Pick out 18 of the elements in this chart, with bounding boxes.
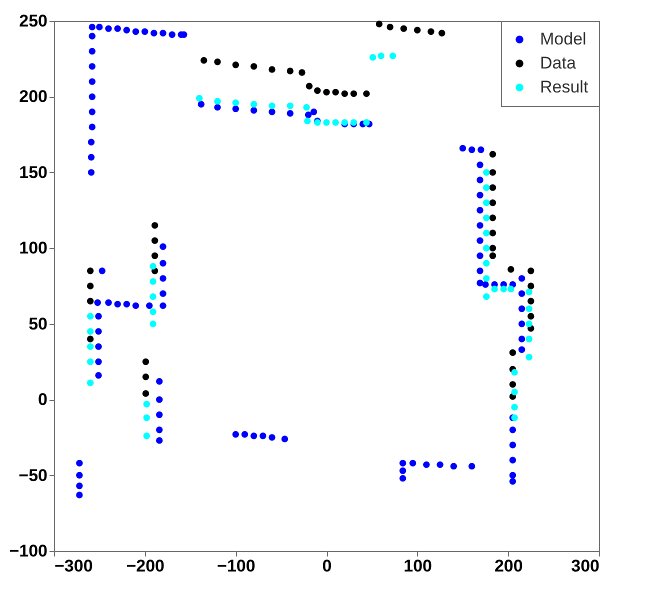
x-tick-label: 200	[494, 556, 523, 576]
x-tick-label: 100	[404, 556, 432, 576]
x-tick-label: 0	[322, 556, 332, 576]
y-tick-label: 50	[28, 314, 48, 334]
y-tick-label: 200	[19, 87, 48, 106]
y-tick-label: −100	[9, 542, 48, 560]
y-tick-label: −50	[18, 466, 48, 485]
legend-label: Data	[540, 54, 576, 72]
legend-label: Model	[540, 30, 586, 48]
x-tick-label: −200	[126, 556, 164, 576]
y-tick-label: 100	[19, 238, 48, 258]
y-tick-label: 0	[38, 390, 48, 410]
x-tick-label: 300	[571, 556, 600, 576]
y-tick-label: 250	[19, 12, 48, 30]
legend-label: Result	[540, 78, 588, 96]
x-tick-label: −100	[217, 556, 256, 576]
y-tick-label: 150	[19, 162, 48, 182]
x-tick-label: −300	[54, 556, 93, 576]
